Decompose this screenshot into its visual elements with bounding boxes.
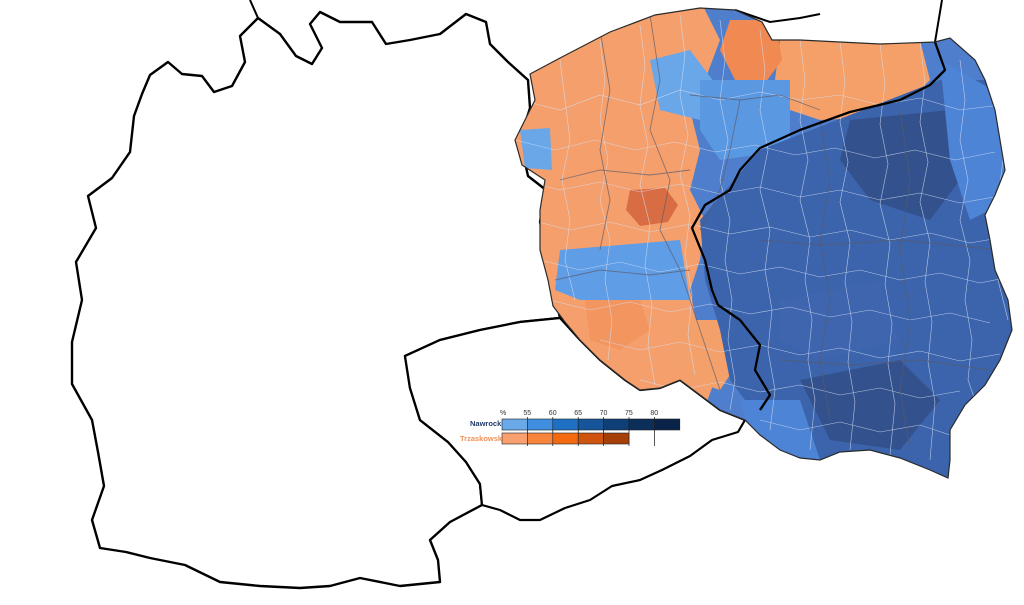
legend-swatch (501, 432, 528, 445)
voivodeship-boundaries (554, 14, 1001, 451)
legend-tick-label: 65 (574, 410, 582, 417)
nawrocki-region-central (700, 80, 790, 160)
legend-tick-label: 80 (650, 410, 658, 417)
legend-swatch (603, 432, 630, 445)
trzaskowski-region-gdansk (720, 20, 782, 90)
legend: % 55 60 65 70 75 80 Nawrocki Trzaskowski (460, 410, 681, 446)
trzaskowski-region-wroclaw (585, 300, 650, 350)
legend-swatch (603, 418, 630, 431)
legend-swatch (628, 418, 655, 431)
nawrocki-region-opole (555, 240, 690, 300)
legend-swatch (501, 418, 528, 431)
legend-swatch (577, 432, 604, 445)
nawrocki-region-lubusz (520, 128, 552, 170)
legend-nawrocki-label: Nawrocki (470, 419, 503, 428)
legend-tick-label: 75 (625, 410, 633, 417)
legend-swatch (527, 418, 554, 431)
legend-swatch (552, 432, 579, 445)
legend-swatch (577, 418, 604, 431)
legend-trzaskowski-label: Trzaskowski (460, 434, 504, 443)
poland-map (515, 8, 1012, 478)
trzaskowski-region-poznan (626, 188, 678, 226)
legend-row-trzaskowski (501, 432, 630, 445)
nawrocki-region-east-darkest (840, 110, 960, 220)
partition-line (690, 41, 947, 411)
baltic-coast (249, 0, 943, 43)
legend-swatch (654, 418, 681, 431)
legend-row-nawrocki (501, 418, 681, 431)
legend-tick-label: 60 (549, 410, 557, 417)
legend-swatch (552, 418, 579, 431)
legend-tick-label: 55 (523, 410, 531, 417)
legend-unit: % (500, 410, 506, 417)
legend-tick-label: 70 (600, 410, 608, 417)
legend-swatch (527, 432, 554, 445)
